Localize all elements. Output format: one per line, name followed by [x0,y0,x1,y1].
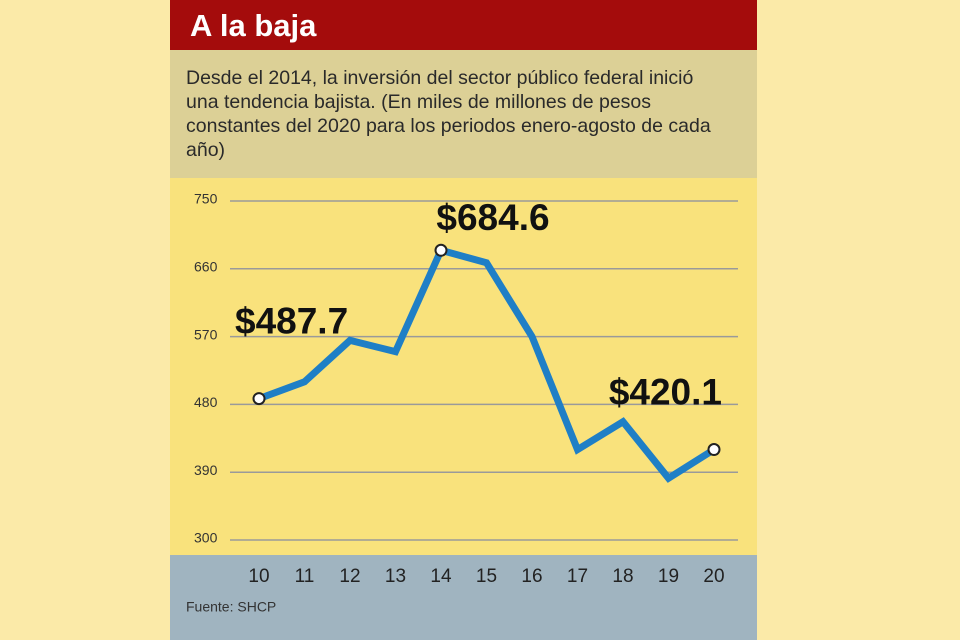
x-tick-label: 11 [295,566,315,587]
chart-title: A la baja [190,8,317,43]
panel: A la baja Desde el 2014, la inversión de… [170,0,757,640]
title-bar: A la baja [170,0,757,50]
x-tick-label: 20 [703,566,724,587]
y-tick-label: 300 [194,530,218,546]
x-tick-label: 10 [248,566,269,587]
point-marker [707,443,721,457]
y-tick-label: 660 [194,259,218,275]
x-tick-label: 15 [476,566,497,587]
value-label: $684.6 [436,197,549,238]
x-tick-label: 16 [521,566,542,587]
y-tick-label: 570 [194,326,218,342]
axis-band [170,555,757,640]
x-tick-label: 17 [567,566,588,587]
plot-background [170,178,757,555]
chart-subtitle: Desde el 2014, la inversión del sector p… [186,67,711,161]
x-tick-label: 14 [430,566,452,587]
point-marker [434,243,448,257]
x-tick-label: 13 [385,566,406,587]
y-tick-label: 480 [194,394,218,410]
subtitle-box: Desde el 2014, la inversión del sector p… [170,50,757,178]
x-tick-label: 19 [658,566,679,587]
source: Fuente: SHCP [186,599,276,615]
point-marker [252,392,266,406]
value-label: $420.1 [609,371,722,412]
x-tick-label: 12 [339,566,360,587]
y-tick-label: 750 [194,191,218,207]
line [257,246,716,483]
value-label: $487.7 [235,300,348,341]
x-tick-label: 18 [612,566,633,587]
y-tick-label: 390 [194,462,218,478]
